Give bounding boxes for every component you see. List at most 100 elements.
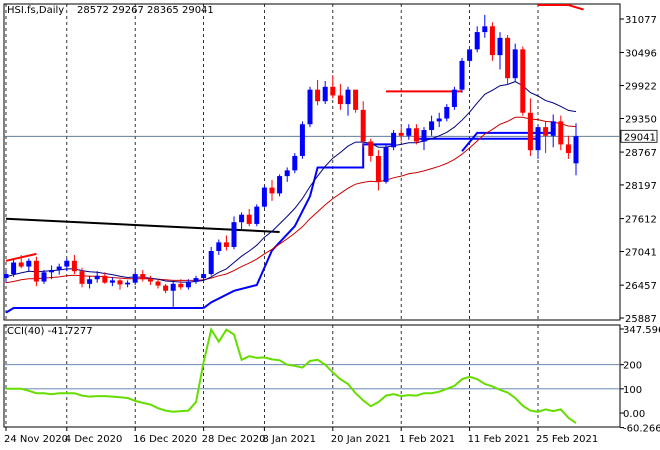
candle[interactable]: [125, 280, 131, 288]
candle[interactable]: [155, 279, 161, 289]
candle[interactable]: [3, 270, 9, 283]
candle[interactable]: [201, 270, 207, 281]
candle[interactable]: [307, 86, 313, 128]
candle[interactable]: [489, 22, 495, 61]
candle[interactable]: [535, 124, 541, 159]
candle[interactable]: [360, 101, 366, 148]
candle[interactable]: [41, 270, 47, 284]
candle[interactable]: [147, 275, 153, 285]
candle[interactable]: [543, 121, 549, 154]
candle[interactable]: [391, 130, 397, 151]
candle[interactable]: [345, 86, 351, 116]
candle-body: [3, 274, 9, 279]
candle[interactable]: [520, 46, 526, 116]
candle-body: [94, 275, 100, 280]
candle[interactable]: [71, 255, 77, 275]
candle[interactable]: [246, 208, 252, 227]
time-axis-label: 1 Feb 2021: [399, 434, 455, 445]
candle[interactable]: [11, 259, 17, 277]
candle[interactable]: [512, 43, 518, 83]
candle[interactable]: [64, 258, 70, 272]
candle[interactable]: [459, 58, 465, 93]
candle-body: [489, 26, 495, 56]
candle[interactable]: [444, 104, 450, 122]
candle[interactable]: [261, 185, 267, 208]
candle[interactable]: [269, 180, 275, 201]
candle-body: [565, 144, 571, 154]
candle[interactable]: [170, 281, 176, 307]
candle-body: [261, 187, 267, 207]
candle[interactable]: [573, 123, 579, 176]
candle[interactable]: [284, 167, 290, 182]
candle-body: [216, 242, 222, 251]
candle[interactable]: [482, 14, 488, 38]
candle[interactable]: [315, 79, 321, 106]
candle[interactable]: [330, 75, 336, 99]
candle[interactable]: [94, 271, 100, 283]
candle[interactable]: [413, 124, 419, 145]
candle[interactable]: [277, 174, 283, 197]
candle[interactable]: [132, 271, 138, 285]
candle[interactable]: [239, 212, 245, 231]
candle-body: [512, 49, 518, 79]
candle[interactable]: [231, 216, 237, 250]
candle[interactable]: [558, 115, 564, 151]
candle[interactable]: [79, 267, 85, 288]
candle[interactable]: [337, 83, 343, 110]
candle[interactable]: [474, 26, 480, 53]
candle[interactable]: [436, 112, 442, 128]
candle[interactable]: [353, 89, 359, 113]
candle[interactable]: [178, 279, 184, 290]
candle-body: [246, 214, 252, 224]
candle-body: [125, 282, 131, 285]
price-pane-frame: [3, 3, 621, 321]
candle[interactable]: [375, 150, 381, 191]
candle[interactable]: [117, 279, 123, 290]
candle[interactable]: [550, 114, 556, 148]
candle[interactable]: [223, 235, 229, 251]
candle[interactable]: [406, 124, 412, 140]
price-axis-label: 26457: [625, 281, 657, 292]
candle[interactable]: [49, 265, 55, 280]
candle[interactable]: [398, 127, 404, 142]
candle[interactable]: [18, 255, 24, 269]
candle[interactable]: [467, 49, 473, 64]
candle[interactable]: [163, 283, 169, 294]
candle-body: [337, 95, 343, 105]
candle[interactable]: [505, 34, 511, 84]
candle[interactable]: [299, 121, 305, 159]
price-pane[interactable]: 31077 30496 29922 29350 28767 28197 27612 27041…: [3, 3, 658, 325]
candle[interactable]: [429, 115, 435, 136]
candle[interactable]: [565, 135, 571, 159]
candle[interactable]: [109, 276, 115, 287]
candle-body: [193, 278, 199, 282]
candle[interactable]: [527, 98, 533, 156]
cci-pane-frame: [3, 324, 621, 428]
candle[interactable]: [421, 127, 427, 151]
candle-body: [535, 127, 541, 151]
candle[interactable]: [292, 153, 298, 174]
candle[interactable]: [368, 138, 374, 162]
candle[interactable]: [254, 204, 260, 227]
candle[interactable]: [208, 246, 214, 276]
candle[interactable]: [102, 272, 108, 284]
candle[interactable]: [216, 239, 222, 256]
candle[interactable]: [451, 86, 457, 110]
candle[interactable]: [185, 279, 191, 290]
candle-body: [269, 187, 275, 194]
candle[interactable]: [193, 275, 199, 284]
candle[interactable]: [87, 275, 93, 289]
candle[interactable]: [383, 144, 389, 184]
cci-pane[interactable]: 347.5968 200 100 0.00 -60.2669: [3, 324, 660, 435]
candle-body: [307, 89, 313, 125]
candle-body: [383, 147, 389, 182]
candle[interactable]: [497, 32, 503, 70]
candle[interactable]: [322, 81, 328, 105]
candle[interactable]: [56, 263, 62, 275]
candle[interactable]: [26, 258, 32, 272]
candle[interactable]: [33, 256, 39, 287]
candle-body: [147, 279, 153, 282]
candle-body: [299, 124, 305, 156]
candle[interactable]: [140, 270, 146, 282]
